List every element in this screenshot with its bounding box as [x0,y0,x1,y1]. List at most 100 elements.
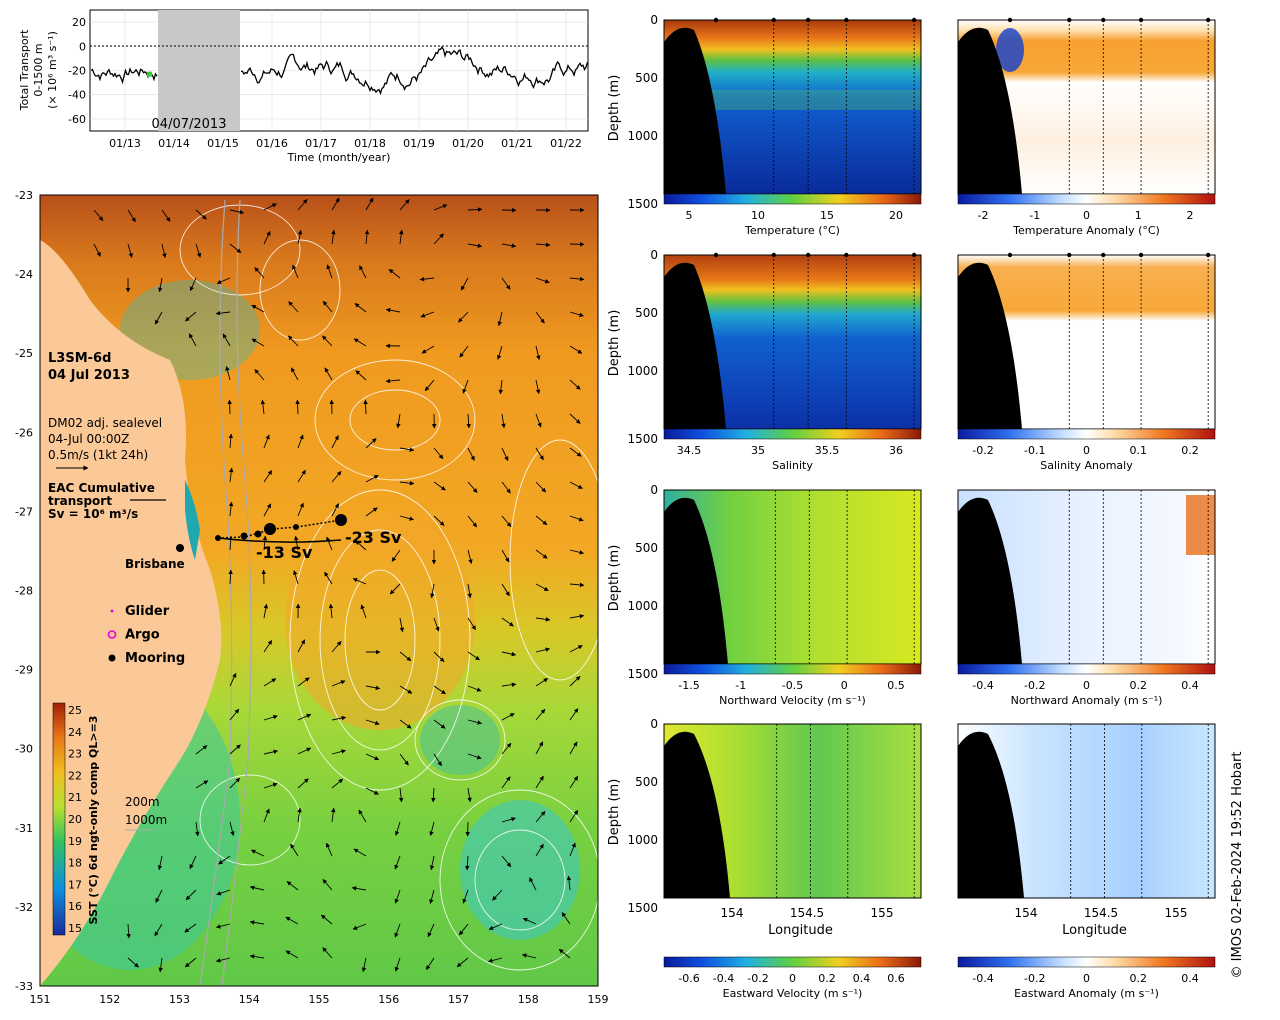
velocity-arrow [529,877,537,891]
colorbar-tick-label: -0.2 [747,972,768,985]
depth-tick-label: 500 [635,306,658,320]
depth-tick-label: 1000 [627,833,658,847]
velocity-arrow [399,617,405,633]
sst-colorbar-tick-label: 15 [68,922,82,935]
bathymetry [958,262,1022,429]
velocity-arrow [569,741,578,755]
velocity-arrow [127,243,133,258]
velocity-arrow [501,277,511,290]
depth-axis-label: Depth (m) [607,779,622,846]
section-panel: 0 500 1000 1500 Depth (m) -0.6 -0.4 -0.2 0 0.2 0.4… [607,717,922,1000]
section-frame [663,723,922,899]
map-title-line-1: L3SM-6d [48,351,111,366]
velocity-arrow [225,366,231,381]
colorbar-label: Eastward Velocity (m s⁻¹) [723,987,863,1000]
velocity-arrow [458,311,469,323]
velocity-arrow [331,749,346,755]
velocity-arrow [286,881,299,891]
velocity-arrow [462,379,469,394]
velocity-arrow [363,399,368,415]
colorbar-tick-label: 35.5 [815,444,840,457]
sst-colorbar-tick-label: 22 [68,769,82,782]
velocity-arrow [467,583,472,599]
velocity-arrow [263,640,273,653]
velocity-arrow [263,782,278,789]
velocity-arrow [365,719,380,726]
velocity-arrow [501,682,517,687]
velocity-arrow [352,923,367,930]
velocity-arrow [331,503,339,517]
colorbar-label: Temperature (°C) [744,224,840,237]
timeseries-gap-label: 04/07/2013 [152,117,227,132]
velocity-arrow [331,197,340,211]
colorbar-label: Salinity Anomaly [1040,459,1133,472]
colorbar-tick-label: -1.5 [678,679,699,692]
velocity-arrow [322,335,333,347]
velocity-arrow [263,231,271,245]
velocity-arrow [394,923,401,938]
section-colorbar [957,193,1216,205]
sst-colorbar-tick-label: 17 [68,878,82,891]
velocity-arrow [429,821,435,836]
colorbar-tick-label: -0.4 [713,972,734,985]
velocity-arrow [290,843,299,857]
sst-cool-patch [420,705,500,775]
longitude-axis-label: Longitude [1062,923,1127,938]
velocity-arrow [263,470,273,483]
velocity-arrow [189,277,197,292]
map-y-tick-label: -33 [15,980,33,993]
velocity-arrow [399,515,414,521]
velocity-arrow [399,480,415,486]
velocity-arrow [293,570,299,585]
map-x-tick-label: 157 [448,993,469,1006]
velocity-arrow [569,614,585,619]
timeseries-x-tick-label: 01/13 [109,137,141,150]
timeseries-y-tick-label: 20 [72,16,86,29]
velocity-arrow [157,855,163,871]
sst-colorbar-tick-label: 16 [68,900,82,913]
velocity-arrow [352,578,367,585]
sst-colorbar-ticks: 25 24 23 22 21 20 19 18 17 16 15 [68,704,82,935]
depth-tick-label: 0 [650,13,658,27]
velocity-arrow [462,889,469,904]
velocity-arrow [456,957,469,968]
colorbar-tick-label: 0.2 [1181,444,1199,457]
bathymetry [664,731,730,898]
colorbar-label: Salinity [772,459,813,472]
velocity-arrow [535,617,551,622]
velocity-arrow [535,379,541,395]
velocity-arrow [355,370,367,381]
mooring-marker [254,530,262,538]
map-info-line-2: 04-Jul 00:00Z [48,432,129,446]
copyright-label: © IMOS 02-Feb-2024 19:52 Hobart [1230,752,1245,979]
section-colorbar [957,428,1216,440]
velocity-arrow [467,685,482,692]
velocity-arrow [460,277,469,291]
velocity-arrow [195,821,200,837]
velocity-arrow [324,367,333,381]
timeseries-x-label: Time (month/year) [287,151,391,164]
section-panel: -0.4 -0.2 0 0.2 0.4 Northward Anomaly (m s⁻¹) [957,489,1216,707]
velocity-arrow [297,229,303,245]
velocity-arrow [263,749,279,755]
velocity-arrow [297,778,309,789]
velocity-arrow [263,808,270,823]
velocity-arrow [385,307,401,313]
velocity-arrow [467,447,475,461]
velocity-arrow [498,379,504,395]
section-colorbar [957,956,1216,968]
velocity-arrow [488,957,503,963]
colorbar-tick-label: -0.2 [1024,679,1045,692]
depth-tick-label: 1500 [627,432,658,446]
bathymetry [958,27,1022,195]
map-y-tick-label: -32 [15,901,33,914]
velocity-arrow [354,303,367,313]
velocity-arrow [320,914,333,925]
colorbar-tick-label: -0.4 [972,972,993,985]
velocity-arrow [535,345,541,361]
velocity-arrow [326,536,333,551]
legend-symbol [108,654,116,662]
velocity-arrow [331,471,342,483]
timeseries-y-tick-label: -40 [68,89,86,102]
velocity-arrow [249,954,265,959]
